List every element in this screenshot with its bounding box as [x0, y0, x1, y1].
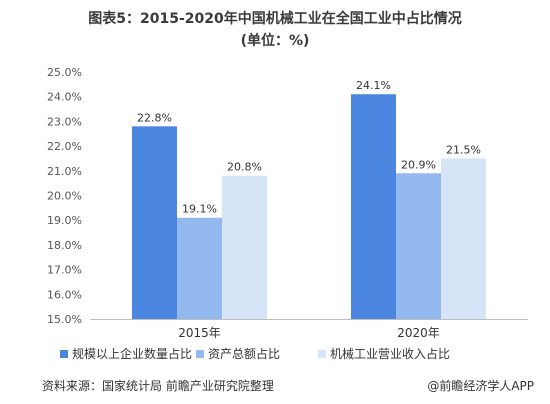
y-tick-label: 15.0%	[47, 313, 82, 326]
legend-label: 规模以上企业数量占比	[72, 346, 192, 361]
legend-swatch	[318, 350, 326, 358]
bar-value-label: 19.1%	[182, 203, 217, 216]
y-tick-label: 16.0%	[47, 288, 82, 301]
y-tick-label: 17.0%	[47, 264, 82, 277]
y-tick-label: 21.0%	[47, 165, 82, 178]
bar	[351, 94, 396, 319]
legend-swatch	[60, 350, 68, 358]
y-tick-label: 20.0%	[47, 190, 82, 203]
x-tick-label: 2020年	[397, 326, 440, 340]
bar	[177, 217, 222, 319]
x-tick-label: 2015年	[178, 326, 221, 340]
legend-swatch	[196, 350, 204, 358]
y-tick-label: 24.0%	[47, 91, 82, 104]
chart-subtitle: (单位：%)	[240, 33, 310, 49]
x-axis: 2015年 2020年	[90, 319, 528, 340]
legend: 规模以上企业数量占比 资产总额占比 机械工业营业收入占比	[60, 346, 450, 361]
bar	[441, 158, 486, 319]
legend-label: 机械工业营业收入占比	[330, 346, 450, 361]
y-tick-label: 23.0%	[47, 115, 82, 128]
chart-title: 图表5：2015-2020年中国机械工业在全国工业中占比情况	[88, 11, 462, 27]
bar-value-label: 24.1%	[356, 79, 391, 92]
bar-value-label: 20.9%	[401, 158, 436, 171]
brand-credit: @前瞻经济学人APP	[427, 379, 534, 393]
bar-value-label: 21.5%	[446, 143, 481, 156]
y-tick-label: 18.0%	[47, 239, 82, 252]
y-axis: 15.0% 16.0% 17.0% 18.0% 19.0% 20.0% 21.0% 22.0%…	[47, 66, 82, 326]
bar	[396, 173, 441, 319]
bars-group: 22.8% 19.1% 20.8% 24.1% 20.9% 21.5%	[132, 79, 486, 319]
bar	[132, 126, 177, 319]
y-tick-label: 22.0%	[47, 140, 82, 153]
bar-value-label: 20.8%	[227, 161, 262, 174]
bar	[222, 175, 267, 319]
y-tick-label: 25.0%	[47, 66, 82, 79]
legend-label: 资产总额占比	[208, 346, 280, 361]
bar-value-label: 22.8%	[137, 111, 172, 124]
source-note: 资料来源：国家统计局 前瞻产业研究院整理	[42, 379, 274, 393]
y-tick-label: 19.0%	[47, 214, 82, 227]
